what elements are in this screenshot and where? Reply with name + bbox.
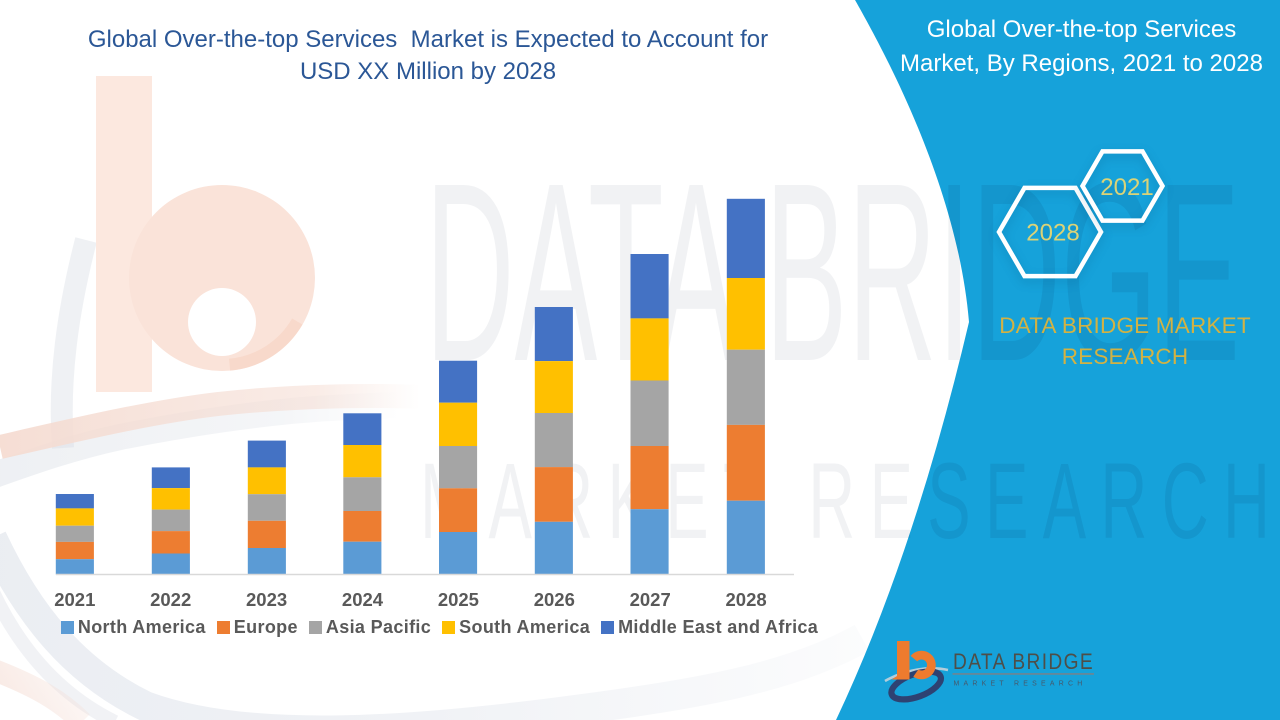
svg-text:MARKET RESEARCH: MARKET RESEARCH xyxy=(420,440,1270,561)
svg-text:MARKET RESEARCH: MARKET RESEARCH xyxy=(420,440,1270,561)
svg-text:DATA BRIDGE: DATA BRIDGE xyxy=(425,131,1240,415)
svg-text:2021: 2021 xyxy=(1100,174,1153,201)
svg-text:MARKET RESEARCH: MARKET RESEARCH xyxy=(954,679,1087,688)
svg-text:DATA BRIDGE: DATA BRIDGE xyxy=(953,649,1094,674)
svg-text:2028: 2028 xyxy=(1026,220,1079,247)
